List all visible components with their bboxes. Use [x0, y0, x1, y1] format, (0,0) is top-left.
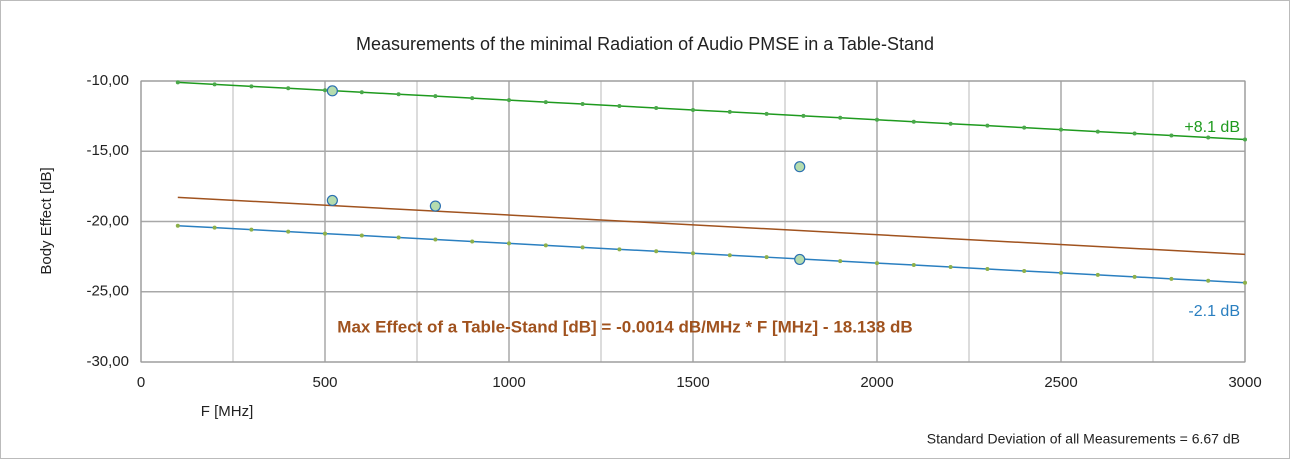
- data-point: [875, 261, 879, 266]
- measurement-point: [326, 194, 338, 207]
- x-tick-label: 3000: [1228, 374, 1261, 391]
- data-point: [727, 109, 732, 114]
- data-point: [175, 223, 180, 228]
- annotation: Max Effect of a Table-Stand [dB] = -0.00…: [337, 317, 912, 336]
- series-line: [177, 224, 1246, 284]
- data-point: [911, 263, 916, 268]
- data-point: [396, 235, 401, 240]
- x-tick-label: 500: [312, 374, 337, 391]
- data-point: [286, 229, 291, 234]
- data-point: [580, 102, 585, 107]
- data-point: [507, 98, 511, 103]
- data-point: [1059, 127, 1063, 132]
- data-point: [359, 90, 364, 95]
- y-tick-label: -25,00: [86, 283, 129, 300]
- data-point: [1095, 129, 1100, 134]
- data-point: [323, 231, 327, 236]
- x-tick-label: 2000: [860, 374, 893, 391]
- series-line: [177, 81, 1246, 141]
- x-tick-label: 1000: [492, 374, 525, 391]
- measurement-point: [429, 200, 441, 212]
- data-point: [470, 96, 475, 101]
- x-tick-label: 1500: [676, 374, 709, 391]
- y-axis-label: Body Effect [dB]: [38, 167, 55, 274]
- data-point: [617, 104, 622, 109]
- data-point: [1206, 135, 1211, 140]
- x-axis-label: F [MHz]: [201, 403, 254, 420]
- y-tick-label: -30,00: [86, 353, 129, 370]
- data-point: [1059, 270, 1063, 275]
- data-point: [911, 119, 916, 124]
- measurement-point: [794, 161, 806, 173]
- data-point: [580, 245, 585, 250]
- data-point: [727, 253, 732, 258]
- data-point: [617, 247, 622, 252]
- data-point: [507, 241, 511, 246]
- data-point: [1243, 280, 1247, 285]
- data-point: [286, 86, 291, 91]
- data-point: [1022, 268, 1027, 273]
- data-point: [985, 266, 990, 271]
- data-point: [1206, 278, 1211, 283]
- data-point: [654, 249, 659, 254]
- data-point: [764, 111, 769, 116]
- y-tick-label: -15,00: [86, 142, 129, 159]
- data-point: [470, 239, 475, 244]
- annotation: -2.1 dB: [1188, 303, 1240, 320]
- data-point: [175, 80, 180, 85]
- data-point: [543, 100, 548, 105]
- data-point: [1022, 125, 1027, 130]
- series-line: [177, 196, 1246, 256]
- x-tick-label: 0: [137, 374, 145, 391]
- measurement-point: [794, 253, 806, 266]
- y-tick-label: -20,00: [86, 212, 129, 229]
- data-point: [433, 94, 438, 99]
- data-point: [838, 259, 843, 264]
- data-point: [543, 243, 548, 248]
- data-point: [691, 107, 695, 112]
- chart-title: Measurements of the minimal Radiation of…: [356, 34, 934, 54]
- data-point: [654, 105, 659, 110]
- data-point: [212, 82, 217, 87]
- data-point: [323, 88, 327, 93]
- measurement-point: [326, 85, 338, 97]
- annotation: Standard Deviation of all Measurements =…: [927, 431, 1240, 447]
- data-point: [985, 123, 990, 128]
- data-point: [1169, 133, 1174, 138]
- data-point: [396, 92, 401, 97]
- annotation: +8.1 dB: [1184, 119, 1240, 136]
- data-point: [1243, 137, 1247, 142]
- data-point: [801, 113, 806, 118]
- data-point: [948, 265, 953, 270]
- x-tick-label: 2500: [1044, 374, 1077, 391]
- data-point: [249, 84, 254, 89]
- data-point: [1132, 274, 1137, 279]
- data-point: [1169, 276, 1174, 281]
- data-point: [764, 255, 769, 260]
- data-point: [433, 237, 438, 242]
- data-point: [212, 225, 217, 230]
- data-point: [838, 115, 843, 120]
- data-point: [1095, 272, 1100, 277]
- data-point: [1132, 131, 1137, 136]
- y-tick-label: -10,00: [86, 72, 129, 89]
- data-point: [691, 251, 695, 256]
- data-point: [875, 117, 879, 122]
- data-point: [948, 121, 953, 126]
- data-point: [359, 233, 364, 238]
- plot-frame: [140, 80, 1246, 363]
- data-point: [249, 227, 254, 232]
